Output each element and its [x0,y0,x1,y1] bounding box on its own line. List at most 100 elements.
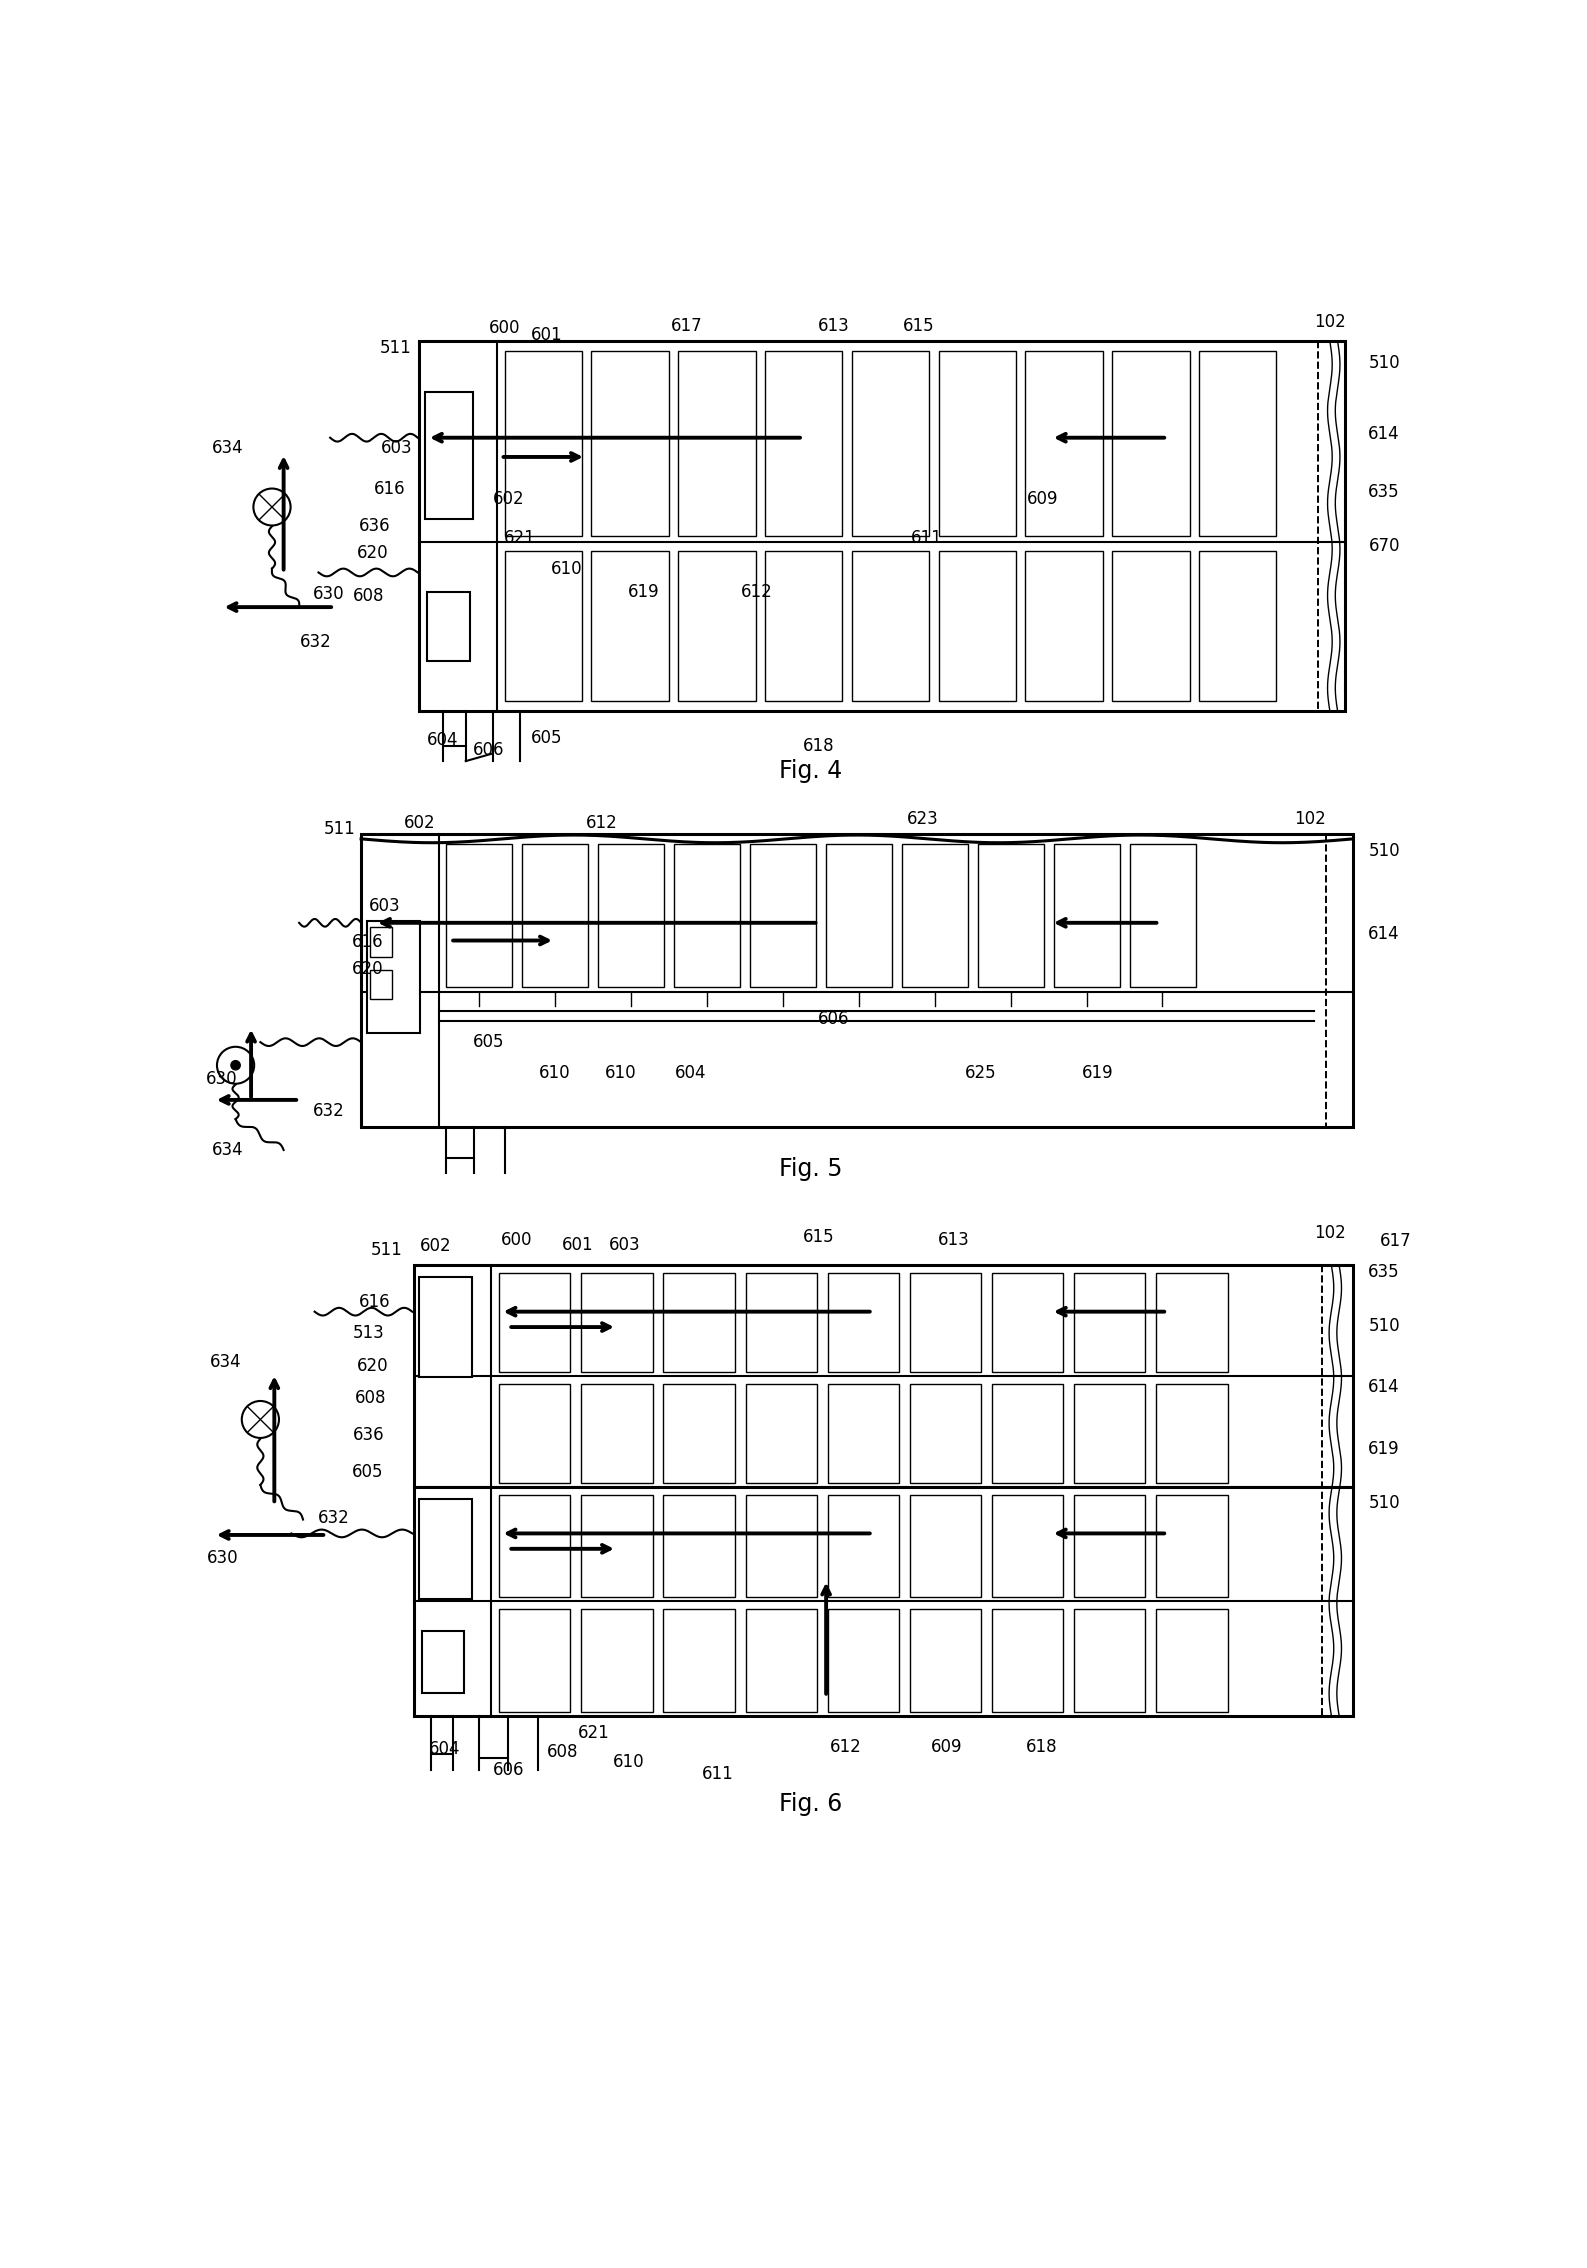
Bar [852,551,930,701]
Text: 612: 612 [586,814,617,832]
Bar [367,921,421,1032]
Text: 618: 618 [803,737,835,755]
Bar [828,1608,898,1712]
Text: 636: 636 [352,1427,384,1445]
Bar [992,1495,1063,1597]
Bar [581,1495,652,1597]
Text: 608: 608 [548,1744,578,1760]
Bar [370,971,392,998]
Text: 616: 616 [375,481,406,499]
Text: Fig. 6: Fig. 6 [779,1792,843,1817]
Text: 600: 600 [489,318,521,336]
Bar [1130,844,1195,987]
Text: 610: 610 [540,1064,571,1082]
Text: 632: 632 [317,1508,349,1526]
Bar [663,1608,735,1712]
Bar [498,1383,570,1483]
Text: 600: 600 [500,1232,532,1250]
Text: Fig. 4: Fig. 4 [779,760,843,782]
Bar [827,844,892,987]
Text: 602: 602 [419,1238,451,1254]
Text: 612: 612 [741,583,773,601]
Text: 620: 620 [351,959,382,978]
Bar [1198,352,1276,535]
Bar [828,1495,898,1597]
Text: 605: 605 [352,1463,382,1481]
Text: Fig. 5: Fig. 5 [779,1157,843,1182]
Text: 634: 634 [213,1141,244,1159]
Bar [678,551,755,701]
Text: 614: 614 [1368,1379,1400,1397]
Text: 511: 511 [324,819,355,837]
Bar [828,1383,898,1483]
Text: 623: 623 [908,810,940,828]
Bar [446,844,513,987]
Circle shape [232,1061,240,1070]
Text: 510: 510 [1368,841,1400,860]
Text: 617: 617 [1381,1232,1411,1250]
Bar [422,1631,465,1692]
Text: 630: 630 [208,1549,240,1567]
Bar [581,1608,652,1712]
Text: 619: 619 [628,583,660,601]
Text: 608: 608 [354,587,384,606]
Text: 102: 102 [1295,810,1327,828]
Text: 618: 618 [1025,1737,1057,1755]
Text: 605: 605 [473,1034,505,1050]
Bar [1054,844,1120,987]
Text: 605: 605 [532,728,563,746]
Bar [992,1383,1063,1483]
Bar [427,592,470,660]
Text: 615: 615 [803,1227,835,1245]
Bar [746,1383,817,1483]
Bar [909,1272,981,1372]
Bar [1157,1608,1228,1712]
Bar [505,551,582,701]
Text: 602: 602 [403,814,435,832]
Text: 621: 621 [578,1724,609,1742]
Bar [992,1608,1063,1712]
Bar [938,551,1016,701]
Bar [419,1499,471,1599]
Bar [746,1495,817,1597]
Text: 619: 619 [1368,1440,1400,1458]
Text: 613: 613 [938,1232,970,1250]
Bar [1198,551,1276,701]
Text: 606: 606 [819,1009,849,1027]
Text: 604: 604 [428,1740,460,1758]
Text: 602: 602 [492,490,524,508]
Bar [498,1272,570,1372]
Bar [663,1495,735,1597]
Text: 611: 611 [701,1765,733,1783]
Text: 612: 612 [830,1737,862,1755]
Bar [581,1272,652,1372]
Bar [425,392,473,519]
Text: 614: 614 [1368,925,1400,943]
Text: 604: 604 [674,1064,706,1082]
Bar [909,1608,981,1712]
Bar [992,1272,1063,1372]
Bar [909,1383,981,1483]
Bar [663,1383,735,1483]
Text: 632: 632 [313,1102,344,1120]
Text: 610: 610 [551,560,582,578]
Bar [1074,1272,1146,1372]
Bar [414,1266,1354,1488]
Bar [370,928,392,957]
Bar [581,1383,652,1483]
Text: 601: 601 [532,327,563,345]
Bar [938,352,1016,535]
Bar [1025,352,1103,535]
Bar [498,1608,570,1712]
Bar [1074,1495,1146,1597]
Bar [663,1272,735,1372]
Bar [598,844,663,987]
Bar [678,352,755,535]
Text: 510: 510 [1368,1315,1400,1334]
Bar [1074,1608,1146,1712]
Text: 617: 617 [671,318,703,336]
Text: 614: 614 [1368,424,1400,442]
Text: 630: 630 [313,585,344,603]
Text: 636: 636 [359,517,390,535]
Text: 632: 632 [300,633,332,651]
